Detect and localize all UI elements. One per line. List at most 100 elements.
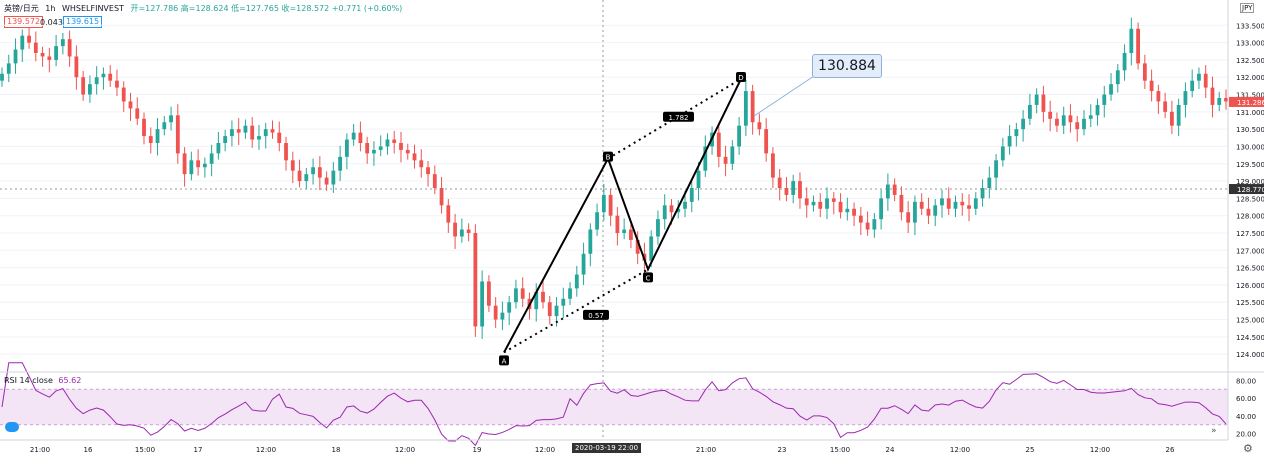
y-tick-label: 125.500 bbox=[1236, 299, 1264, 307]
symbol-name[interactable]: 英镑/日元 bbox=[4, 4, 39, 13]
candle-body bbox=[669, 205, 674, 213]
candle-body bbox=[1048, 111, 1053, 119]
candle-body bbox=[635, 239, 640, 254]
candle-body bbox=[838, 201, 843, 213]
candle-body bbox=[1156, 91, 1161, 102]
last-price-label: 131.286 bbox=[1237, 99, 1264, 107]
candle-body bbox=[284, 143, 288, 161]
currency-label: JPY bbox=[1240, 3, 1255, 13]
scroll-right-icon[interactable]: » bbox=[1211, 426, 1217, 436]
candle-body bbox=[649, 236, 654, 261]
candle-body bbox=[60, 39, 65, 47]
y-tick-label: 128.000 bbox=[1236, 213, 1264, 221]
y-tick-label: 126.000 bbox=[1236, 282, 1264, 290]
x-tick-label: 16 bbox=[84, 446, 93, 454]
candle-body bbox=[419, 160, 424, 168]
candle-body bbox=[507, 302, 512, 313]
settings-gear-icon[interactable]: ⚙ bbox=[1243, 442, 1253, 455]
candle-body bbox=[757, 122, 762, 130]
candle-body bbox=[189, 160, 194, 175]
candle-body bbox=[696, 170, 701, 188]
candle-body bbox=[1210, 87, 1215, 105]
crosshair-time-label: 2020-03-19 22:00 bbox=[572, 443, 642, 453]
candle-body bbox=[1224, 98, 1228, 102]
x-tick-label: 15:00 bbox=[135, 446, 155, 454]
ratio-bd-label-box bbox=[663, 111, 694, 122]
x-tick-label: 25 bbox=[1026, 446, 1035, 454]
pattern-point-box bbox=[499, 355, 509, 366]
pattern-point-label: D bbox=[738, 74, 743, 82]
xabcd-pattern: A B C D 0.57 1.782 bbox=[499, 71, 815, 366]
y-tick-label: 131.000 bbox=[1236, 109, 1264, 117]
candle-body bbox=[405, 149, 410, 154]
candle-body bbox=[297, 170, 302, 182]
y-tick-label: 132.500 bbox=[1236, 57, 1264, 65]
candle-body bbox=[872, 219, 877, 230]
candle-body bbox=[27, 35, 31, 43]
rsi-title: RSI 14 close bbox=[4, 376, 53, 385]
candle-body bbox=[825, 198, 829, 209]
candle-body bbox=[615, 215, 620, 233]
x-tick-label: 23 bbox=[778, 446, 787, 454]
candle-body bbox=[20, 35, 25, 50]
callout-box[interactable]: 130.884 bbox=[812, 54, 882, 78]
candle-body bbox=[1163, 101, 1168, 112]
pattern-point-box bbox=[643, 272, 653, 283]
candle-body bbox=[317, 167, 322, 178]
candle-body bbox=[392, 139, 397, 143]
candle-body bbox=[919, 201, 924, 209]
candle-body bbox=[798, 181, 802, 199]
candle-body bbox=[13, 49, 18, 64]
candle-body bbox=[486, 281, 491, 306]
ohlc-readout: 开=127.786 高=128.624 低=127.765 收=128.572 … bbox=[130, 4, 403, 13]
candle-body bbox=[101, 73, 106, 78]
candle-body bbox=[973, 198, 978, 209]
x-tick-label: 26 bbox=[1166, 446, 1175, 454]
x-tick-label: 21:00 bbox=[696, 446, 716, 454]
x-tick-label: 12:00 bbox=[1090, 446, 1110, 454]
pattern-ac-line bbox=[503, 268, 649, 354]
candle-body bbox=[554, 305, 559, 317]
crosshair-price-box bbox=[1229, 184, 1264, 195]
candles bbox=[0, 17, 1228, 339]
cloud-icon[interactable] bbox=[5, 422, 19, 432]
candle-body bbox=[74, 56, 79, 78]
candle-body bbox=[453, 222, 457, 237]
interval-label[interactable]: 1h bbox=[45, 4, 56, 13]
candle-body bbox=[622, 229, 627, 233]
candle-body bbox=[737, 125, 742, 147]
candle-body bbox=[250, 125, 255, 140]
candle-body bbox=[426, 167, 430, 175]
callout-pointer bbox=[753, 75, 815, 117]
candle-body bbox=[88, 84, 92, 95]
candle-body bbox=[858, 215, 863, 223]
rsi-tick-label: 80.00 bbox=[1236, 377, 1256, 385]
pattern-point-box bbox=[603, 151, 613, 162]
candle-body bbox=[412, 153, 417, 161]
candle-body bbox=[175, 115, 180, 154]
candle-body bbox=[459, 229, 464, 237]
candle-body bbox=[743, 91, 748, 126]
candle-body bbox=[270, 129, 275, 133]
candle-body bbox=[202, 163, 207, 168]
candle-body bbox=[852, 208, 856, 216]
candle-body bbox=[629, 229, 633, 240]
candle-body bbox=[716, 132, 721, 157]
candle-body bbox=[1170, 111, 1174, 126]
candle-body bbox=[683, 201, 687, 209]
candle-body bbox=[6, 63, 11, 74]
candle-body bbox=[304, 174, 309, 182]
candle-body bbox=[723, 156, 728, 164]
candle-body bbox=[263, 129, 268, 137]
candle-body bbox=[209, 153, 214, 164]
candle-body bbox=[40, 53, 45, 57]
candle-body bbox=[148, 136, 153, 143]
candle-body bbox=[946, 198, 951, 209]
candle-body bbox=[940, 198, 944, 206]
candle-body bbox=[1007, 136, 1012, 147]
candle-body bbox=[777, 177, 782, 188]
x-tick-label: 12:00 bbox=[535, 446, 555, 454]
candle-body bbox=[547, 302, 552, 317]
candle-body bbox=[399, 143, 403, 150]
